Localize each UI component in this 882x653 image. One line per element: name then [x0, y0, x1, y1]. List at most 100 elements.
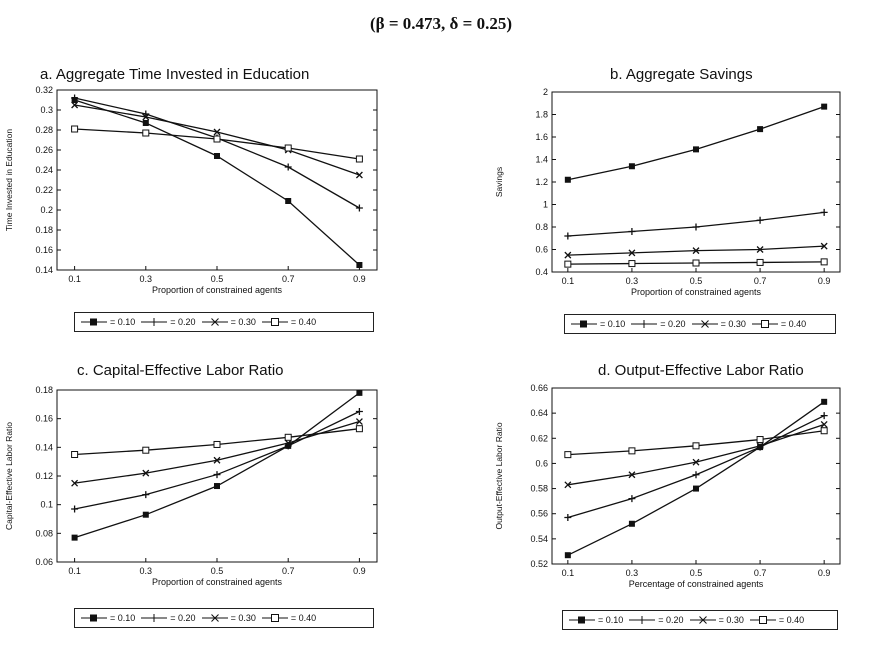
legend-item: = 0.40	[751, 319, 807, 329]
y-tick-label: 0.18	[35, 385, 53, 395]
y-tick-label: 0.64	[530, 408, 548, 418]
series-line	[567, 415, 825, 519]
y-tick-label: 0.12	[35, 471, 53, 481]
y-tick-label: 0.26	[35, 145, 53, 155]
legend-item: = 0.10	[81, 317, 135, 327]
legend-item: = 0.40	[261, 317, 316, 327]
data-point	[71, 451, 79, 458]
legend-label: = 0.40	[290, 613, 317, 623]
panel-a-title: a. Aggregate Time Invested in Education	[40, 66, 310, 83]
data-point	[692, 442, 700, 450]
legend-item: = 0.20	[629, 615, 684, 625]
legend-marker-plus	[141, 614, 168, 622]
x-tick-label: 0.9	[818, 276, 831, 286]
data-point	[284, 439, 292, 447]
x-tick-label: 0.3	[626, 276, 639, 286]
plot-frame	[551, 91, 841, 273]
data-point	[142, 511, 149, 518]
y-tick-label: 0.24	[35, 165, 53, 175]
chart-b: 0.4 0.6 0.8 1 1.2 1.4 1.6 1.8 2 0.1 0.3 0.5 0.7 0.9 Pr…	[494, 87, 841, 297]
data-point	[820, 427, 828, 435]
data-point	[564, 251, 572, 259]
data-point	[756, 442, 764, 450]
y-tick-label: 1.6	[535, 132, 548, 142]
data-point	[564, 232, 572, 240]
data-point	[213, 128, 221, 136]
chart-c: 0.06 0.08 0.1 0.12 0.14 0.16 0.18 0.1 0.3 0.5 0.7 0…	[4, 385, 378, 587]
legend-item: = 0.10	[569, 615, 623, 625]
y-tick-label: 0.3	[40, 105, 53, 115]
x-tick-label: 0.3	[140, 566, 153, 576]
panel-c-title: c. Capital-Effective Labor Ratio	[77, 362, 284, 379]
legend-d: = 0.10 = 0.20 = 0.30 = 0.40	[562, 610, 838, 630]
legend-marker-x	[201, 614, 228, 622]
y-tick-label: 0.18	[35, 225, 53, 235]
x-tick-label: 0.5	[690, 276, 703, 286]
x-tick-label: 0.3	[626, 568, 639, 578]
data-point	[628, 520, 635, 527]
legend-marker-open-square	[749, 616, 776, 624]
data-point	[757, 126, 764, 133]
data-point	[564, 451, 572, 459]
x-axis-label: Proportion of constrained agents	[152, 577, 283, 587]
x-tick-label: 0.1	[68, 274, 81, 284]
data-point	[355, 425, 363, 433]
data-point	[820, 420, 828, 428]
data-point	[142, 491, 150, 499]
x-tick-label: 0.9	[818, 568, 831, 578]
x-tick-label: 0.7	[282, 274, 295, 284]
data-point	[820, 242, 828, 250]
panel-b-title: b. Aggregate Savings	[610, 66, 753, 83]
y-tick-label: 1.2	[535, 177, 548, 187]
legend-label: = 0.40	[780, 319, 807, 329]
legend-label: = 0.30	[720, 319, 746, 329]
data-point	[71, 479, 79, 487]
data-point	[628, 228, 636, 235]
x-axis-label: Proportion of constrained agents	[152, 285, 283, 295]
data-point	[142, 113, 150, 121]
data-point	[284, 433, 292, 441]
legend-label: = 0.10	[598, 615, 624, 625]
y-tick-label: 0.14	[35, 442, 53, 452]
y-axis-label: Output-Effective Labor Ratio	[494, 422, 504, 529]
y-tick-label: 0.06	[35, 557, 53, 567]
data-point	[756, 216, 764, 224]
legend-item: = 0.30	[691, 319, 746, 329]
y-tick-label: 0.1	[40, 500, 53, 510]
y-tick-label: 1.8	[535, 110, 548, 120]
data-point	[820, 208, 828, 216]
legend-label: = 0.20	[660, 319, 686, 329]
y-tick-label: 0.22	[35, 185, 53, 195]
legend-label: = 0.10	[600, 319, 626, 329]
data-point	[355, 418, 363, 425]
x-tick-label: 0.5	[211, 566, 224, 576]
y-tick-label: 0.16	[35, 245, 53, 255]
data-point	[756, 246, 764, 253]
data-point	[213, 440, 221, 448]
data-point	[285, 198, 292, 204]
x-tick-label: 0.5	[211, 274, 224, 284]
x-axis-label: Proportion of constrained agents	[631, 287, 762, 297]
legend-item: = 0.20	[141, 317, 196, 327]
x-tick-label: 0.7	[754, 568, 767, 578]
x-tick-label: 0.9	[353, 566, 366, 576]
data-point	[692, 247, 700, 255]
x-tick-label: 0.1	[68, 566, 81, 576]
x-tick-label: 0.1	[562, 276, 575, 286]
y-tick-label: 2	[543, 87, 548, 97]
y-tick-label: 0.14	[35, 265, 53, 275]
data-point	[692, 458, 700, 466]
legend-item: = 0.10	[81, 613, 135, 623]
data-point	[356, 262, 363, 268]
data-point	[214, 153, 220, 159]
data-point	[355, 171, 363, 179]
data-point	[213, 456, 221, 464]
data-point	[628, 471, 636, 479]
chart-d: 0.52 0.54 0.56 0.58 0.6 0.62 0.64 0.66 0.1 0.3 0.5…	[494, 383, 841, 589]
data-point	[142, 469, 150, 477]
y-tick-label: 0.16	[35, 414, 53, 424]
data-point	[628, 447, 636, 455]
y-tick-label: 0.2	[40, 205, 53, 215]
data-point	[71, 534, 78, 541]
y-tick-label: 0.08	[35, 528, 53, 538]
